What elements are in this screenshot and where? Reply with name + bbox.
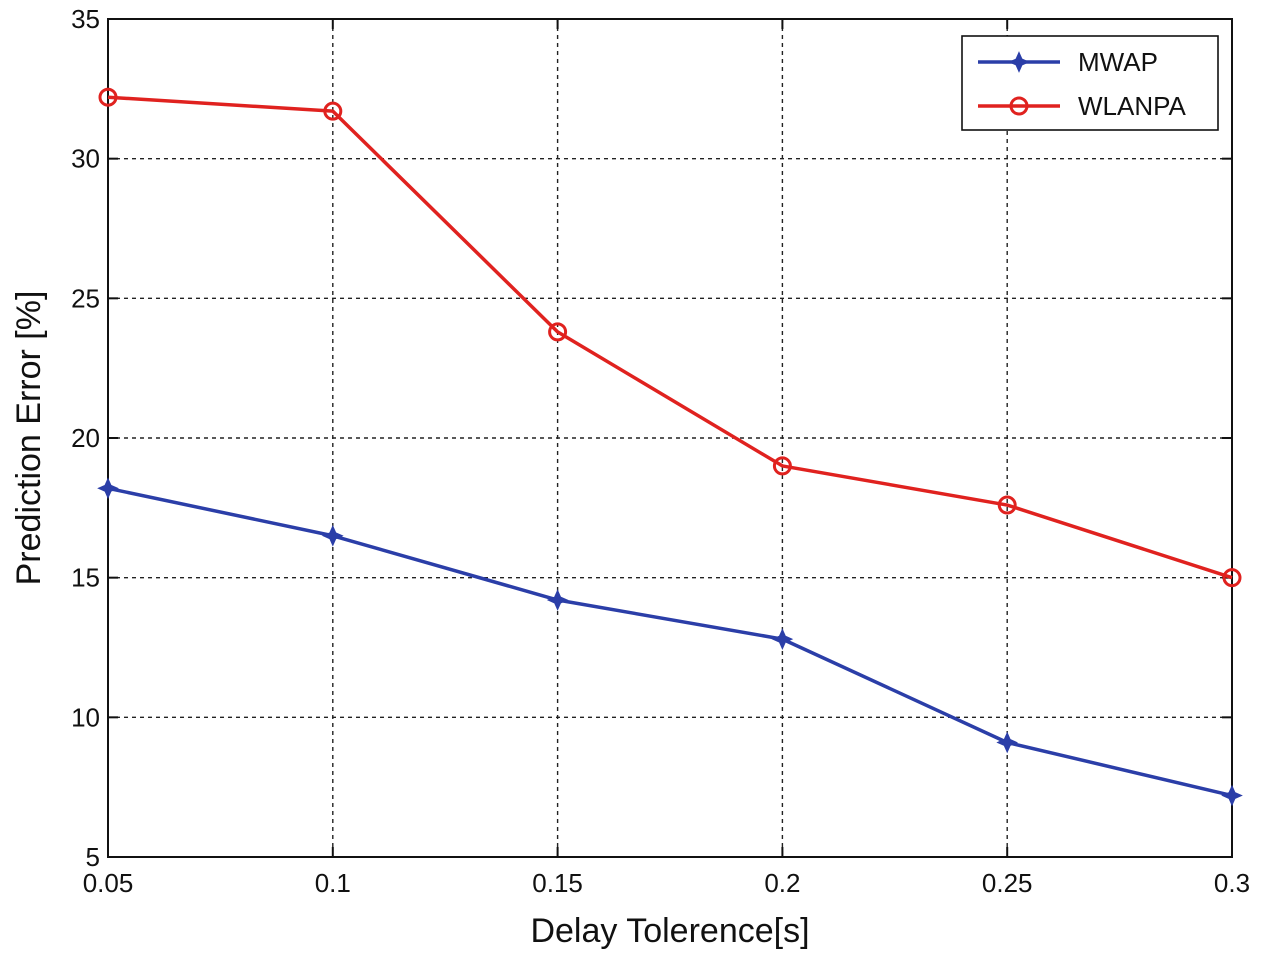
data-point-wlanpa	[323, 101, 343, 121]
series-mwap	[97, 477, 1243, 807]
y-tick-label: 15	[71, 563, 100, 593]
x-tick-label: 0.1	[315, 868, 351, 898]
series-wlanpa	[98, 87, 1242, 588]
x-tick-label: 0.15	[532, 868, 583, 898]
x-tick-label: 0.2	[764, 868, 800, 898]
legend: MWAP WLANPA	[961, 35, 1219, 131]
y-tick-label: 30	[71, 144, 100, 174]
data-point-wlanpa	[1222, 568, 1242, 588]
data-point-mwap	[546, 589, 569, 611]
data-point-mwap	[771, 628, 794, 650]
x-axis-ticks: 0.05 0.1 0.15 0.2 0.25 0.3	[83, 19, 1250, 898]
series-group	[97, 87, 1243, 807]
x-tick-label: 0.25	[982, 868, 1033, 898]
x-tick-label: 0.3	[1214, 868, 1250, 898]
x-tick-label: 0.05	[83, 868, 134, 898]
series-line-mwap	[107, 486, 1233, 798]
data-point-wlanpa	[772, 456, 792, 476]
data-point-mwap	[321, 524, 344, 547]
data-point-mwap	[996, 731, 1019, 754]
legend-box	[961, 35, 1219, 131]
data-point-wlanpa	[98, 87, 118, 107]
series-line-wlanpa	[107, 95, 1233, 580]
y-axis-label: Prediction Error [%]	[10, 291, 48, 586]
data-point-wlanpa	[997, 495, 1017, 515]
legend-marker-wlanpa	[1009, 96, 1029, 116]
legend-label-mwap: MWAP	[1078, 47, 1158, 77]
legend-item-wlanpa: WLANPA	[978, 91, 1187, 121]
grid	[108, 19, 1232, 857]
legend-label-wlanpa: WLANPA	[1078, 91, 1187, 121]
legend-item-mwap: MWAP	[978, 47, 1158, 77]
data-point-wlanpa	[548, 322, 568, 342]
y-tick-label: 10	[71, 702, 100, 732]
y-tick-label: 20	[71, 423, 100, 453]
y-axis-ticks: 5 10 15 20 25 30 35	[71, 4, 1232, 872]
data-point-mwap	[1221, 784, 1243, 807]
x-axis-label: Delay Tolerence[s]	[530, 912, 809, 950]
legend-marker-mwap	[1008, 51, 1030, 73]
data-point-mwap	[97, 477, 119, 500]
y-tick-label: 35	[71, 4, 100, 34]
y-tick-label: 25	[71, 283, 100, 313]
y-tick-label: 5	[86, 842, 100, 872]
